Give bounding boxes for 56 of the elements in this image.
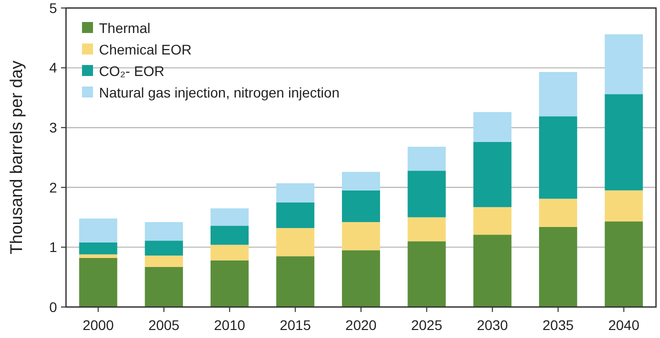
- bar: [408, 170, 446, 218]
- y-tick-label: 1: [49, 239, 58, 256]
- bar: [144, 266, 183, 307]
- bar: [604, 94, 643, 190]
- bar: [473, 207, 512, 235]
- bar: [342, 172, 380, 190]
- y-axis-title: Thousand barrels per day: [7, 60, 26, 254]
- bar: [408, 241, 446, 307]
- y-tick-label: 4: [49, 60, 58, 76]
- bar: [79, 242, 118, 254]
- bar: [144, 222, 183, 241]
- bar: [79, 258, 118, 307]
- x-tick-label: 2025: [411, 317, 442, 333]
- y-tick-label: 5: [49, 0, 58, 16]
- x-tick-label: 2015: [280, 317, 312, 333]
- bar: [604, 34, 643, 94]
- y-tick-label: 0: [49, 298, 58, 315]
- bar: [276, 183, 314, 202]
- x-tick-label: 2040: [608, 317, 640, 333]
- bar: [276, 228, 314, 256]
- bar: [604, 190, 643, 222]
- x-tick-label: 2030: [476, 317, 508, 333]
- legend-label: Thermal: [99, 20, 150, 36]
- bar: [79, 218, 118, 242]
- bar: [210, 244, 249, 260]
- bar: [473, 142, 512, 208]
- legend-label: CO₂- EOR: [99, 62, 164, 79]
- bar: [144, 240, 183, 256]
- bar: [539, 116, 578, 199]
- y-tick-label: 2: [49, 179, 58, 196]
- bar: [539, 198, 578, 227]
- bar: [210, 226, 249, 245]
- bar: [342, 250, 380, 307]
- bar: [276, 256, 314, 307]
- bar: [473, 112, 512, 142]
- bar: [342, 222, 380, 250]
- bar: [539, 226, 578, 307]
- legend-label: Natural gas injection, nitrogen injection: [99, 84, 340, 100]
- x-tick-label: 2005: [148, 317, 180, 333]
- x-tick-label: 2020: [345, 317, 377, 333]
- bar: [79, 254, 118, 258]
- y-tick-label: 3: [49, 120, 58, 136]
- bar: [210, 208, 249, 226]
- bar: [276, 202, 314, 228]
- legend-label: Chemical EOR: [99, 41, 192, 58]
- bar: [210, 260, 249, 307]
- bar: [408, 217, 446, 242]
- bar: [604, 221, 643, 307]
- bar: [144, 256, 183, 267]
- bar: [473, 234, 512, 307]
- x-tick-label: 2035: [542, 317, 574, 333]
- bar: [408, 146, 446, 171]
- bar: [342, 190, 380, 222]
- bar: [539, 72, 578, 116]
- x-tick-label: 2000: [82, 317, 114, 333]
- x-tick-label: 2010: [214, 317, 246, 333]
